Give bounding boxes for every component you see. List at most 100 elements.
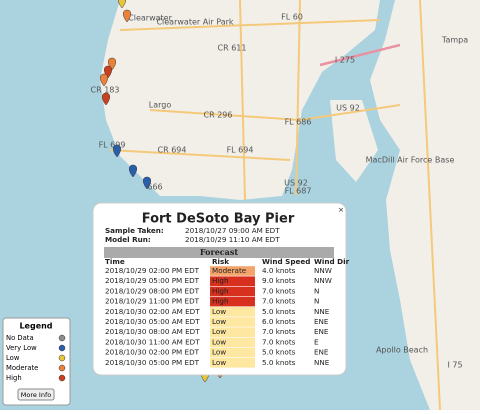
more-info-button[interactable] (17, 388, 55, 401)
button-label[interactable]: More Info (21, 391, 52, 399)
map-label: FL 694 (227, 146, 254, 155)
cell: Moderate (212, 266, 247, 275)
cell: 2018/10/30 11:00 AM EDT (105, 337, 200, 346)
highway (319, 43, 401, 67)
cell: 2018/10/30 08:00 AM EDT (105, 327, 200, 336)
cell: NNE (314, 307, 330, 316)
station-pin[interactable] (100, 73, 108, 87)
cell: High (212, 297, 229, 306)
value: 2018/10/29 11:10 AM EDT (185, 235, 280, 244)
cell: Low (212, 307, 226, 316)
map-label: Clearwater (128, 14, 172, 23)
legend-label: Low (6, 354, 20, 362)
section-bar (104, 247, 334, 258)
land (330, 100, 378, 182)
cell: 2018/10/29 05:00 PM EDT (105, 276, 200, 285)
legend-marker (58, 344, 66, 352)
map-label: CR 611 (218, 44, 247, 53)
risk-cell (210, 307, 255, 317)
cell: 2018/10/30 02:00 PM EDT (105, 348, 200, 357)
risk-cell (210, 317, 255, 327)
column-header: Wind Dir (314, 257, 350, 266)
station-pin[interactable] (113, 144, 121, 158)
cell: Low (212, 358, 226, 367)
cell: 2018/10/29 08:00 PM EDT (105, 286, 200, 295)
map-label: US 92 (336, 104, 360, 113)
cell: Low (212, 327, 226, 336)
cell: 5.0 knots (262, 307, 296, 316)
cell: 5.0 knots (262, 358, 296, 367)
cell: ENE (314, 327, 329, 336)
close-button[interactable]: × (338, 205, 344, 214)
cell: 6.0 knots (262, 317, 296, 326)
column-header: Wind Speed (262, 257, 310, 266)
cell: NNW (314, 276, 332, 285)
cell: Low (212, 337, 226, 346)
popup: × Fort DeSoto Bay Pier Sample Taken: 201… (92, 202, 350, 376)
column-header: Risk (212, 257, 229, 266)
map-label: Largo (149, 101, 172, 110)
risk-cell (210, 296, 255, 307)
legend-box (2, 317, 71, 406)
cell: High (212, 286, 229, 295)
map-label: CR 296 (204, 111, 233, 120)
map-label: 666 (147, 183, 162, 192)
legend-label: Very Low (6, 344, 37, 352)
label: Model Run: (105, 235, 151, 244)
map-label: I 275 (335, 56, 355, 65)
map-label: Clearwater Air Park (156, 18, 233, 27)
map-label: CR 183 (91, 86, 120, 95)
land (370, 0, 480, 410)
cell: 7.0 knots (262, 297, 296, 306)
popup-title: Fort DeSoto Bay Pier (142, 212, 295, 227)
station-pin[interactable] (143, 176, 151, 190)
map-label: FL 687 (285, 187, 312, 196)
cell: ENE (314, 317, 329, 326)
risk-cell (210, 286, 255, 297)
cell: 2018/10/30 05:00 AM EDT (105, 317, 200, 326)
cell: 7.0 knots (262, 337, 296, 346)
cell: N (314, 286, 319, 295)
station-pin[interactable] (129, 164, 137, 178)
cell: Low (212, 348, 226, 357)
map-label: FL 686 (285, 118, 312, 127)
risk-cell (210, 347, 255, 358)
station-pin[interactable] (118, 0, 126, 9)
map-label: MacDill Air Force Base (366, 156, 455, 165)
map-label: Apollo Beach (376, 346, 428, 355)
legend-marker (58, 334, 66, 342)
legend-label: No Data (6, 334, 34, 342)
cell: 9.0 knots (262, 276, 296, 285)
legend-marker (58, 364, 66, 372)
cell: 2018/10/29 11:00 PM EDT (105, 297, 200, 306)
label: Sample Taken: (105, 226, 164, 235)
map-label: Tampa (441, 36, 468, 45)
roads (109, 0, 441, 411)
cell: 7.0 knots (262, 327, 296, 336)
cell: N (314, 297, 319, 306)
cell: ENE (314, 348, 329, 357)
value: 2018/10/27 09:00 AM EDT (185, 226, 280, 235)
legend-marker (58, 374, 66, 382)
cell: High (212, 276, 229, 285)
station-pin[interactable] (123, 9, 131, 23)
cell: Low (212, 317, 226, 326)
map-label: US 92 (284, 179, 308, 188)
cell: NNW (314, 266, 332, 275)
map-label: I 75 (447, 361, 462, 370)
risk-cell (210, 358, 255, 368)
map-label: FL 699 (99, 141, 126, 150)
section-heading: Forecast (200, 247, 238, 257)
risk-cell (210, 276, 255, 286)
legend: Legend No Data Very Low Low Moderate High Mo… (2, 317, 71, 406)
station-pin[interactable] (102, 92, 110, 106)
cell: 2018/10/30 02:00 AM EDT (105, 307, 200, 316)
legend-label: Moderate (6, 364, 38, 372)
risk-cell (210, 337, 255, 348)
map-label: FL 60 (281, 13, 303, 22)
cell: 4.0 knots (262, 266, 296, 275)
column-header: Time (105, 257, 125, 266)
legend-title: Legend (19, 322, 52, 331)
risk-cell (210, 327, 255, 337)
cell: 5.0 knots (262, 348, 296, 357)
